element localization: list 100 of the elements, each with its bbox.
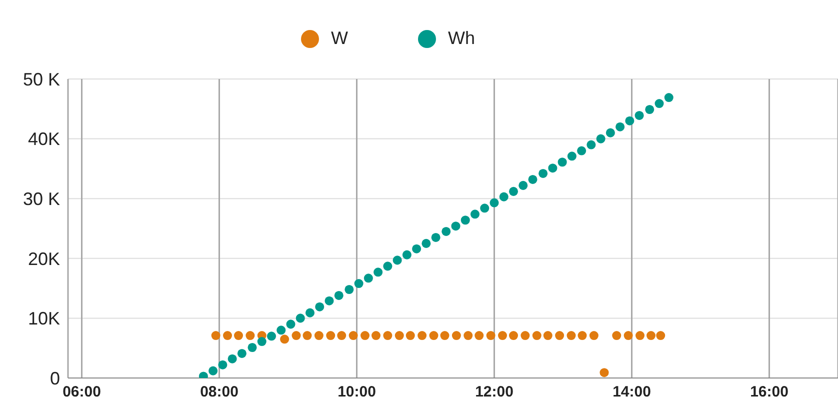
point (645, 104, 654, 114)
point (360, 331, 370, 340)
point (440, 331, 450, 340)
point (532, 331, 542, 340)
point (555, 331, 564, 340)
point (452, 331, 461, 340)
point (429, 331, 438, 340)
point (383, 262, 392, 271)
point (600, 368, 609, 378)
point (218, 360, 228, 370)
point (470, 210, 480, 219)
point (246, 331, 255, 340)
x-tick-label: 08:00 (200, 384, 238, 401)
legend-label: Wh (448, 28, 475, 48)
point (589, 331, 598, 340)
point (646, 331, 656, 340)
point (276, 326, 286, 335)
point (518, 180, 528, 190)
point (490, 198, 499, 208)
point (248, 342, 257, 352)
point (654, 99, 664, 108)
point (412, 244, 422, 254)
y-tick-label: 0 (50, 368, 60, 388)
point (228, 354, 237, 364)
point (344, 284, 354, 294)
point (634, 110, 644, 120)
y-tick-label: 10K (28, 308, 60, 329)
point (508, 186, 518, 196)
point (586, 140, 596, 150)
point (305, 308, 315, 318)
point (406, 331, 415, 340)
point (520, 331, 530, 340)
point (422, 238, 431, 248)
point (528, 174, 538, 184)
point (499, 192, 508, 202)
x-tick-label: 16:00 (750, 384, 788, 401)
point (548, 164, 558, 173)
point (314, 331, 324, 340)
legend-label: W (331, 28, 348, 48)
point (334, 290, 344, 300)
point (596, 134, 606, 144)
point (296, 314, 305, 323)
x-tick-label: 12:00 (475, 384, 514, 401)
point (543, 331, 552, 340)
point (337, 331, 346, 340)
point (431, 232, 440, 242)
point (578, 331, 587, 340)
point (348, 331, 358, 340)
point (624, 331, 633, 340)
point (324, 296, 334, 306)
point (222, 331, 232, 340)
point (460, 216, 470, 225)
y-tick-label: 40K (28, 129, 60, 150)
point (371, 331, 381, 340)
point (326, 331, 336, 340)
point (635, 331, 645, 340)
point (498, 331, 508, 340)
point (302, 331, 312, 340)
point (442, 226, 451, 236)
y-tick-label: 50 K (22, 69, 60, 90)
point (566, 331, 576, 340)
point (418, 331, 427, 340)
point (486, 331, 496, 340)
point (577, 146, 586, 156)
y-tick-label: 30 K (22, 188, 60, 209)
point (538, 168, 548, 178)
point (656, 331, 666, 340)
point (567, 152, 576, 161)
point (392, 256, 402, 265)
point (606, 128, 615, 138)
x-tick-label: 14:00 (612, 384, 651, 401)
point (558, 158, 567, 167)
point (211, 331, 220, 340)
point (480, 204, 490, 213)
x-tick-label: 06:00 (62, 384, 101, 401)
point (402, 250, 412, 260)
point (266, 332, 276, 341)
point (383, 331, 392, 340)
point (237, 348, 246, 358)
point (208, 366, 218, 376)
point (292, 331, 301, 340)
point (451, 222, 460, 231)
point (625, 116, 634, 126)
point (354, 279, 364, 288)
point (280, 334, 290, 344)
point (315, 302, 324, 312)
point (394, 331, 404, 340)
point (664, 93, 674, 102)
point (374, 268, 383, 277)
y-tick-label: 20K (28, 248, 60, 269)
point (616, 122, 625, 132)
point (286, 320, 296, 329)
x-tick-label: 10:00 (338, 384, 376, 401)
point (464, 331, 473, 340)
point (474, 331, 484, 340)
point (508, 331, 518, 340)
point (364, 274, 373, 283)
point (612, 331, 622, 340)
point (257, 337, 266, 346)
point (234, 331, 244, 340)
